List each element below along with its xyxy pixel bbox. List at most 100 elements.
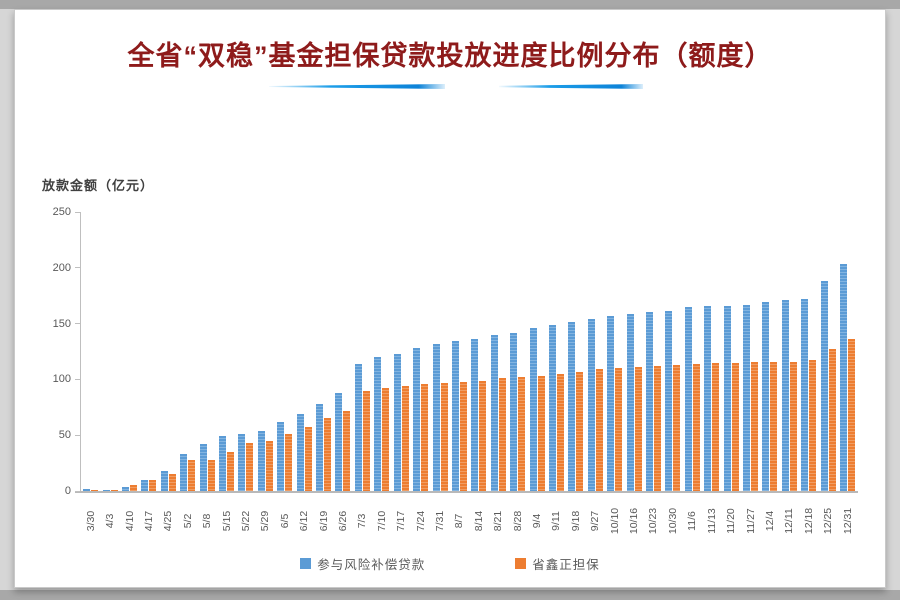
bar-xinzheng-guarantee [848,339,856,491]
x-axis-label-cell: 8/28 [508,496,527,546]
bar-xinzheng-guarantee [634,367,642,491]
x-axis-label: 5/29 [259,510,272,532]
x-axis-label-cell: 8/21 [489,496,508,546]
bar-risk-compensation-loan [762,302,770,491]
x-axis-label-cell: 8/14 [469,496,488,546]
chart-card: 全省“双稳”基金担保贷款投放进度比例分布（额度） 放款金额（亿元） 0 50 100… [14,9,886,588]
x-axis-label: 7/17 [395,510,408,532]
bar-group [508,212,527,491]
x-axis-label: 5/8 [201,513,214,529]
x-axis-label: 12/25 [822,507,835,535]
bar-risk-compensation-loan [607,315,615,491]
x-axis-label-cell: 12/11 [780,496,799,546]
bar-group [586,212,605,491]
bar-xinzheng-guarantee [809,360,817,491]
bar-group [236,212,255,491]
bar-group [605,212,624,491]
bar-risk-compensation-loan [180,454,188,491]
bar-risk-compensation-loan [335,392,343,491]
x-axis-label: 9/18 [569,510,582,532]
bar-xinzheng-guarantee [576,371,584,491]
plot-area [81,212,857,491]
legend-label-loans: 参与风险补偿贷款 [317,558,426,572]
bar-risk-compensation-loan [354,363,362,491]
bar-risk-compensation-loan [413,348,421,491]
bar-risk-compensation-loan [626,313,634,491]
bar-xinzheng-guarantee [362,390,370,491]
x-axis-label-cell: 6/5 [275,496,294,546]
title-underline-right [499,84,643,89]
y-axis-tick-label: 250 [52,206,71,218]
x-axis-labels: 3/30 4/3 4/10 4/17 4/25 5/2 5/8 5/15 5/22 5/29 6/5… [81,496,857,546]
y-tick-mark [75,434,80,436]
bar-risk-compensation-loan [743,304,751,491]
bar-xinzheng-guarantee [207,459,215,491]
x-axis-label-cell: 8/7 [450,496,469,546]
bar-risk-compensation-loan [665,311,673,491]
legend-swatch-orange [515,558,527,569]
bar-group [178,212,197,491]
bar-group [450,212,469,491]
bar-risk-compensation-loan [801,299,809,491]
bar-group [353,212,372,491]
legend: 参与风险补偿贷款 省鑫正担保 [15,554,885,573]
x-axis-label: 7/24 [414,510,427,532]
x-axis-label-cell: 11/27 [741,496,760,546]
x-axis-label-cell: 9/18 [566,496,585,546]
x-axis-label-cell: 5/22 [236,496,255,546]
x-axis-label: 5/22 [239,510,252,532]
x-axis-label: 12/18 [802,507,815,535]
bar-risk-compensation-loan [704,305,712,491]
bar-risk-compensation-loan [451,341,459,491]
x-axis-label: 12/11 [783,508,796,534]
x-axis-label: 3/30 [84,510,97,532]
bar-xinzheng-guarantee [615,368,623,491]
bar-group [159,212,178,491]
y-axis-title: 放款金额（亿元） [42,178,155,193]
bar-group [430,212,449,491]
bar-risk-compensation-loan [102,489,110,491]
bar-xinzheng-guarantee [227,451,235,491]
bar-xinzheng-guarantee [751,361,759,491]
chart-title: 全省“双稳”基金担保贷款投放进度比例分布（额度） [127,41,773,71]
x-axis-label-cell: 6/12 [294,496,313,546]
bar-group [818,212,837,491]
x-axis-label: 10/16 [628,507,641,535]
x-axis-label-cell: 6/26 [333,496,352,546]
x-axis-label-cell: 11/13 [702,496,721,546]
bar-xinzheng-guarantee [653,366,661,491]
bar-risk-compensation-loan [820,281,828,491]
bar-group [547,212,566,491]
bar-xinzheng-guarantee [401,386,409,491]
x-axis-label-cell: 7/31 [430,496,449,546]
bar-risk-compensation-loan [393,353,401,491]
x-axis-label-cell: 12/18 [799,496,818,546]
x-axis-label: 11/20 [725,508,738,534]
x-axis-label-cell: 11/6 [683,496,702,546]
x-axis-label-cell: 4/3 [100,496,119,546]
x-axis-label: 6/12 [298,510,311,532]
x-axis-label: 9/27 [589,510,602,532]
bar-xinzheng-guarantee [595,369,603,491]
bar-group [411,212,430,491]
bar-group [139,212,158,491]
bar-group [392,212,411,491]
x-axis-label: 4/25 [162,510,175,532]
bar-group [566,212,585,491]
bar-risk-compensation-loan [277,421,285,491]
y-tick-mark [75,490,80,492]
bar-risk-compensation-loan [316,403,324,491]
x-axis-label: 10/23 [647,507,660,535]
bar-xinzheng-guarantee [168,474,176,491]
bar-xinzheng-guarantee [246,443,254,491]
bar-xinzheng-guarantee [265,440,273,491]
bar-xinzheng-guarantee [343,410,351,491]
bar-risk-compensation-loan [257,430,265,491]
x-axis-label-cell: 5/15 [217,496,236,546]
x-axis-label: 6/5 [278,513,291,529]
x-axis-label: 5/2 [181,513,194,529]
x-axis-label-cell: 5/29 [256,496,275,546]
bar-group [527,212,546,491]
bar-group [275,212,294,491]
x-axis-label-cell: 4/25 [159,496,178,546]
